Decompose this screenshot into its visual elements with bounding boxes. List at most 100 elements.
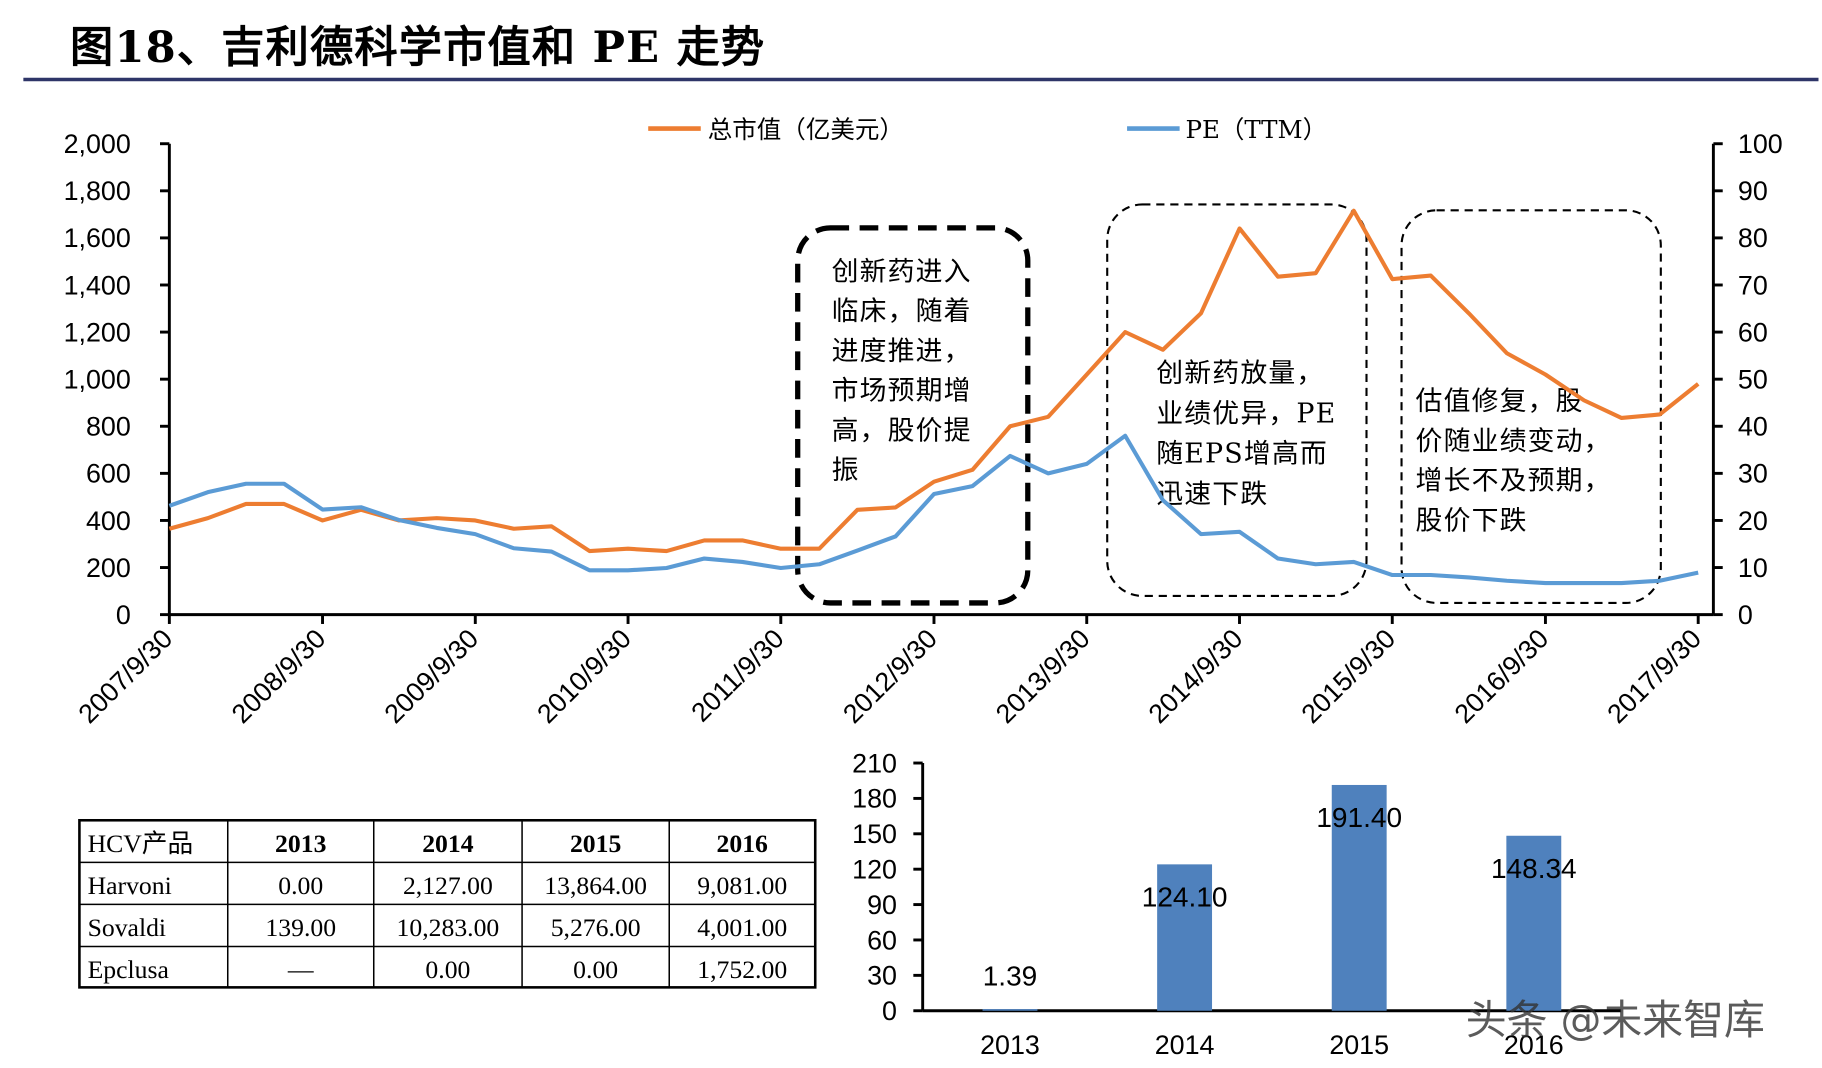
right-axis-tick-label: 90 (1738, 176, 1768, 206)
x-axis-tick-label: 2010/9/30 (531, 623, 637, 729)
bar-y-tick-label: 120 (852, 855, 897, 885)
annotation-line: 增长不及预期， (1416, 466, 1612, 497)
bar-data-label: 191.40 (1316, 802, 1402, 833)
table-cell: 1,752.00 (697, 955, 787, 984)
table-cell: Harvoni (88, 871, 172, 900)
hcv-sales-table: HCV产品 2013 2014 2015 2016 Harvoni 0.00 2,127.00… (78, 818, 817, 989)
bars: 1.39 2013 124.10 2014 191.40 2015 148.34 2016 (980, 784, 1577, 1060)
x-axis-tick-label: 2017/9/30 (1601, 623, 1707, 729)
annotation-line: 高，股价提 (832, 415, 972, 446)
left-axis-ticks: 0 200 400 600 800 1,000 1,200 1,400 1,600 1,800 2,… (64, 129, 170, 630)
legend: 总市值（亿美元） PE（TTM） (648, 115, 1327, 144)
figure-title: 图18、吉利德科学市值和 PE 走势 (70, 22, 765, 73)
annotation-box-launch (1106, 203, 1368, 597)
watermark: 头条 @未来智库 (1466, 996, 1765, 1044)
right-axis-tick-label: 60 (1738, 317, 1768, 347)
annotation-box-valuation (1400, 209, 1662, 604)
left-axis-tick-label: 1,600 (64, 223, 131, 253)
left-axis-tick-label: 1,400 (64, 270, 131, 300)
x-axis-tick-label: 2014/9/30 (1143, 623, 1249, 729)
bar-data-label: 1.39 (983, 961, 1038, 992)
x-axis-tick-label: 2008/9/30 (226, 623, 332, 729)
table-header-cell: 2016 (717, 829, 769, 858)
bar-y-tick-label: 60 (867, 925, 897, 955)
x-axis-tick-label: 2013/9/30 (990, 623, 1096, 729)
x-axis-tick-label: 2011/9/30 (685, 623, 789, 727)
table-cell: 139.00 (265, 913, 336, 942)
right-axis-tick-label: 0 (1738, 600, 1753, 630)
bar-data-label: 148.34 (1491, 853, 1577, 884)
right-axis-tick-label: 70 (1738, 270, 1768, 300)
bar-chart: 0 30 60 90 120 150 180 210 1.39 2013 124.10 2014 19… (852, 748, 1622, 1060)
table-cell: 5,276.00 (551, 913, 641, 942)
left-axis-tick-label: 200 (86, 553, 131, 583)
bar-category-label: 2015 (1329, 1030, 1389, 1060)
series-lines (168, 208, 1700, 586)
left-axis-tick-label: 600 (86, 459, 131, 489)
bar-y-ticks: 0 30 60 90 120 150 180 210 (852, 748, 923, 1026)
annotation-line: 临床，随着 (832, 296, 972, 327)
right-axis-ticks: 0 10 20 30 40 50 60 70 80 90 100 (1713, 129, 1783, 630)
left-axis-tick-label: 1,000 (64, 365, 131, 395)
annotation-line: 股价下跌 (1416, 505, 1528, 536)
annotation-line: 随EPS增高而 (1156, 439, 1328, 470)
annotation-line: 市场预期增 (832, 376, 972, 407)
right-axis-tick-label: 30 (1738, 459, 1768, 489)
pe-series-line (168, 433, 1699, 586)
bar-y-tick-label: 30 (867, 961, 897, 991)
annotation-line: 价随业绩变动， (1416, 426, 1612, 457)
table-header-cell: 2015 (570, 829, 621, 858)
x-axis-tick-label: 2015/9/30 (1295, 623, 1401, 729)
x-axis-tick-label: 2007/9/30 (73, 623, 179, 729)
bar-y-tick-label: 0 (882, 996, 897, 1026)
bar-y-tick-label: 150 (852, 819, 897, 849)
left-axis-tick-label: 2,000 (64, 129, 131, 159)
annotation-box-clinical (795, 225, 1031, 606)
table-cell: 9,081.00 (697, 871, 787, 900)
bar (982, 1009, 1038, 1011)
table-cell: Epclusa (88, 955, 170, 984)
annotation-line: 创新药放量， (1156, 358, 1324, 389)
table-cell: 4,001.00 (697, 913, 787, 942)
table-header-cell: HCV产品 (88, 829, 194, 858)
table-cell: 0.00 (278, 871, 323, 900)
table-cell: 0.00 (573, 955, 618, 984)
right-axis-tick-label: 40 (1738, 412, 1768, 442)
table-header-cell: 2013 (275, 829, 326, 858)
left-axis-tick-label: 800 (86, 412, 131, 442)
bar-category-label: 2014 (1155, 1030, 1215, 1060)
table-cell: Sovaldi (88, 913, 166, 942)
bar-category-label: 2013 (980, 1030, 1040, 1060)
annotation-line: 估值修复，股 (1416, 386, 1584, 417)
bar-category-label: 2016 (1504, 1030, 1564, 1060)
legend-market-cap-label: 总市值（亿美元） (708, 115, 904, 144)
market-cap-pe-line-chart: 02004006008001,0001,2001,4001,6001,8002,… (64, 115, 1783, 729)
right-axis-tick-label: 80 (1738, 223, 1768, 253)
x-axis-ticks: 2007/9/30 2008/9/30 2009/9/30 2010/9/30 2011… (73, 614, 1707, 729)
bar-data-label: 124.10 (1142, 881, 1228, 912)
bar-y-tick-label: 210 (852, 748, 897, 778)
bar (1506, 835, 1562, 1011)
bar (1157, 864, 1213, 1011)
right-axis-tick-label: 20 (1738, 506, 1768, 536)
left-axis-tick-label: 400 (86, 506, 131, 536)
table-cell: 13,864.00 (544, 871, 647, 900)
table-cell: 10,283.00 (397, 913, 500, 942)
right-axis-tick-label: 100 (1738, 129, 1783, 159)
right-axis-tick-label: 10 (1738, 553, 1768, 583)
x-axis-tick-label: 2016/9/30 (1449, 623, 1555, 729)
table-cell: 0.00 (425, 955, 470, 984)
table-header-cell: 2014 (422, 829, 474, 858)
legend-pe-label: PE（TTM） (1185, 115, 1327, 144)
annotation-line: 进度推进， (832, 336, 972, 367)
table-cell: 2,127.00 (403, 871, 493, 900)
left-axis-tick-label: 1,200 (64, 317, 131, 347)
x-axis-tick-label: 2012/9/30 (837, 623, 943, 729)
annotation-line: 创新药进入 (832, 256, 972, 287)
right-axis-tick-label: 50 (1738, 365, 1768, 395)
market-cap-series-line (168, 208, 1700, 554)
annotation-line: 迅速下跌 (1156, 479, 1268, 510)
annotation-line: 业绩优异，PE (1156, 398, 1336, 429)
left-axis-tick-label: 0 (116, 600, 131, 630)
